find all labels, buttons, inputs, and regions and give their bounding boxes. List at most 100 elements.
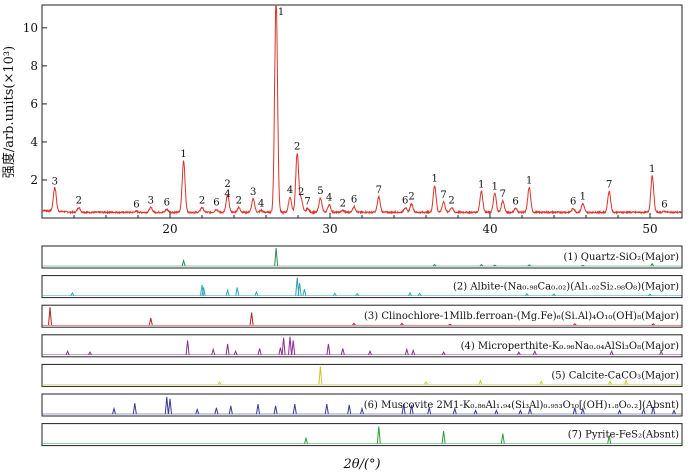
peak-label: 1: [431, 174, 437, 185]
phase-panel-label: (2) Albite-(Na₀.₉₈Ca₀.₀₂)(Al₁.₀₂Si₂.₉₈O₈…: [453, 282, 679, 293]
peak-label: 1: [492, 181, 498, 192]
xrd-pattern-curve: [41, 4, 682, 215]
reference-peak: [281, 337, 286, 355]
peak-label: 6: [512, 196, 518, 207]
x-tick-label: 50: [642, 222, 657, 236]
y-tick-label: 4: [30, 135, 38, 149]
peak-label: 5: [317, 186, 323, 197]
reference-peak: [427, 407, 432, 415]
reference-peak: [641, 407, 646, 415]
phase-panel: (4) Microperthite-K₀.₉₆Na₀.₀₄AlSi₃O₈(Maj…: [41, 334, 683, 358]
reference-peak: [225, 288, 230, 296]
y-tick-label: 2: [30, 173, 38, 187]
reference-peak: [400, 322, 404, 326]
reference-peak: [528, 406, 532, 415]
phase-panel-frame: [41, 245, 683, 269]
peak-label: 6: [661, 199, 667, 210]
reference-peak: [273, 405, 278, 415]
reference-peak: [552, 293, 556, 296]
reference-phase-panels: (1) Quartz-SiO₂(Major) (2) Albite-(Na₀.₉₈…: [41, 245, 683, 447]
reference-peak: [572, 323, 577, 326]
main-plot-frame: [41, 4, 683, 219]
peak-label: 6: [164, 197, 170, 208]
peak-label: 2: [294, 141, 300, 152]
reference-peak: [164, 396, 169, 415]
reference-peak: [292, 404, 297, 415]
reference-peak: [624, 379, 628, 385]
reference-peak: [201, 287, 206, 296]
reference-peak: [473, 409, 478, 415]
reference-peak: [65, 349, 70, 355]
reference-peak: [181, 258, 186, 267]
phase-panel-label: (5) Calcite-CaCO₃(Major): [551, 370, 679, 381]
x-tick-label: 40: [482, 222, 497, 236]
reference-peak: [580, 406, 585, 415]
peak-label: 7: [500, 189, 506, 200]
peak-label: 6: [213, 197, 219, 208]
phase-panel-label: (7) Pyrite-FeS₂(Absnt): [568, 430, 679, 441]
reference-peak: [48, 307, 52, 326]
reference-peak: [409, 404, 414, 415]
reference-peak: [132, 403, 137, 415]
phase-panel-label: (1) Quartz-SiO₂(Major): [563, 252, 679, 263]
reference-peak: [581, 264, 585, 267]
phase-panel-label: (3) Clinochlore-1Mllb.ferroan-(Mg.Fe)₆(S…: [364, 311, 679, 322]
phase-panel: (1) Quartz-SiO₂(Major): [41, 245, 683, 269]
reference-peak: [355, 293, 360, 296]
reference-peak: [228, 405, 233, 415]
peak-label: 3: [250, 187, 256, 198]
reference-peak: [609, 349, 614, 355]
reference-peak: [326, 343, 331, 355]
peak-label: 2: [224, 179, 230, 190]
reference-peak: [404, 347, 409, 355]
reference-peak: [257, 348, 262, 355]
peak-label: 1: [180, 149, 186, 160]
peak-label: 6: [402, 196, 408, 207]
reference-peak: [254, 290, 259, 296]
reference-peak: [249, 312, 254, 326]
reference-peak: [672, 409, 676, 415]
y-axis-title: 强度/arb.units(×10³): [1, 46, 17, 178]
reference-peak: [235, 287, 240, 296]
peak-label: 6: [351, 195, 357, 206]
peak-label: 2: [236, 196, 242, 207]
reference-peak: [211, 347, 216, 355]
peak-label: 6: [570, 196, 576, 207]
reference-peak: [650, 262, 655, 267]
reference-peak: [441, 351, 446, 356]
peak-label: 1: [649, 164, 655, 175]
phase-panel: (6) Muscovite 2M1-K₀.₈₆Al₁.₉₄(Si₃Al)₀.₉₅…: [41, 393, 683, 417]
x-axis-title: 2θ/(°): [342, 457, 380, 472]
phase-panel: (5) Calcite-CaCO₃(Major): [41, 363, 683, 387]
phase-panel-frame: [41, 304, 683, 328]
reference-peak: [524, 293, 529, 296]
reference-peak: [88, 351, 92, 356]
reference-peak: [324, 404, 329, 415]
reference-peak: [648, 293, 652, 296]
peak-label: 7: [606, 179, 612, 190]
reference-peak: [297, 282, 302, 296]
phase-panel-frame: [41, 275, 683, 299]
reference-peak: [659, 349, 664, 355]
reference-peak: [411, 348, 416, 355]
reference-peak: [332, 292, 337, 296]
peak-label: 1: [526, 176, 532, 187]
phase-panel-frame: [41, 334, 683, 358]
phase-panel: (3) Clinochlore-1Mllb.ferroan-(Mg.Fe)₆(S…: [41, 304, 683, 328]
peak-label: 4: [287, 185, 293, 196]
x-tick-label: 20: [162, 222, 177, 236]
reference-peak: [185, 340, 190, 355]
x-tick-label: 30: [322, 222, 337, 236]
reference-peak: [233, 349, 238, 355]
reference-peak: [500, 433, 505, 444]
peak-label: 2: [298, 187, 304, 198]
reference-peak: [368, 349, 372, 355]
reference-peak: [195, 407, 200, 415]
reference-peak: [302, 289, 307, 296]
reference-peak: [295, 277, 300, 296]
reference-peak: [432, 263, 437, 267]
